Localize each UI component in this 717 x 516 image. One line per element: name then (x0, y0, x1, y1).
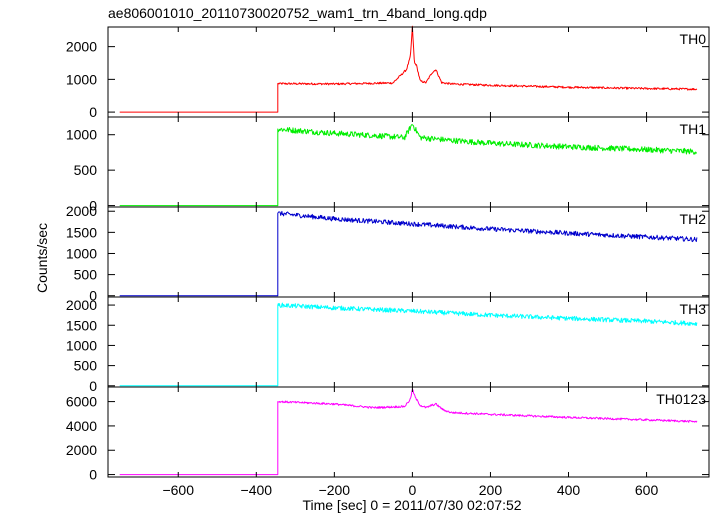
x-axis-label: Time [sec] 0 = 2011/07/30 02:07:52 (302, 497, 521, 513)
y-tick-label: 0 (89, 378, 97, 394)
series-line-th0 (119, 25, 698, 113)
series-line-th3 (119, 302, 698, 387)
y-tick-label: 1500 (66, 317, 97, 333)
panel-th1: 0 500 1000 TH1 (66, 116, 710, 214)
panel-frame (107, 206, 710, 298)
y-tick-label: 0 (89, 467, 97, 483)
panel-th0123: 0 2000 4000 6000 TH0123 (66, 386, 710, 483)
y-tick-label: 0 (89, 104, 97, 120)
panel-label-th1: TH1 (680, 121, 707, 137)
y-tick-label: 6000 (66, 394, 97, 410)
y-tick-label: 2000 (66, 297, 97, 313)
y-tick-label: 1000 (66, 245, 97, 261)
y-tick-label: 500 (74, 162, 98, 178)
x-tick-label: −200 (319, 482, 351, 498)
x-tick-label: 0 (409, 482, 417, 498)
panel-frame (107, 26, 710, 118)
y-tick-label: 2000 (66, 39, 97, 55)
panels: 0 1000 2000 TH0 0 500 1000 TH1 0 500 1000 1500 2000 T… (66, 25, 710, 483)
y-tick-label: 1500 (66, 224, 97, 240)
y-tick-label: 0 (89, 198, 97, 214)
y-tick-label: 1000 (66, 71, 97, 87)
panel-th3: 0 500 1000 1500 2000 TH3 (66, 296, 710, 394)
x-tick-label: 200 (479, 482, 503, 498)
y-tick-label: 1000 (66, 127, 97, 143)
series-line-th1 (119, 124, 697, 207)
y-tick-label: 2000 (66, 203, 97, 219)
x-axis: −600 −400 −200 0 200 400 600 (162, 482, 658, 498)
panel-th2: 0 500 1000 1500 2000 TH2 (66, 203, 710, 304)
panel-label-th0: TH0 (680, 31, 707, 47)
y-axis-label: Counts/sec (34, 223, 50, 293)
panel-label-th3: TH3 (680, 301, 707, 317)
y-tick-label: 500 (74, 267, 98, 283)
y-tick-label: 0 (89, 288, 97, 304)
y-tick-label: 1000 (66, 337, 97, 353)
panel-label-th0123: TH0123 (656, 391, 706, 407)
panel-label-th2: TH2 (680, 211, 707, 227)
x-tick-label: 400 (557, 482, 581, 498)
chart-title: ae806001010_20110730020752_wam1_trn_4ban… (108, 5, 487, 21)
x-tick-label: −600 (162, 482, 194, 498)
panel-frame (107, 296, 710, 388)
x-tick-label: −400 (241, 482, 273, 498)
series-line-th2 (119, 210, 698, 297)
panel-th0: 0 1000 2000 TH0 (66, 25, 710, 120)
y-tick-label: 4000 (66, 418, 97, 434)
y-tick-label: 500 (74, 358, 98, 374)
panel-frame (107, 386, 710, 478)
x-tick-label: 600 (635, 482, 659, 498)
series-line-th0123 (119, 388, 698, 476)
y-tick-label: 2000 (66, 442, 97, 458)
